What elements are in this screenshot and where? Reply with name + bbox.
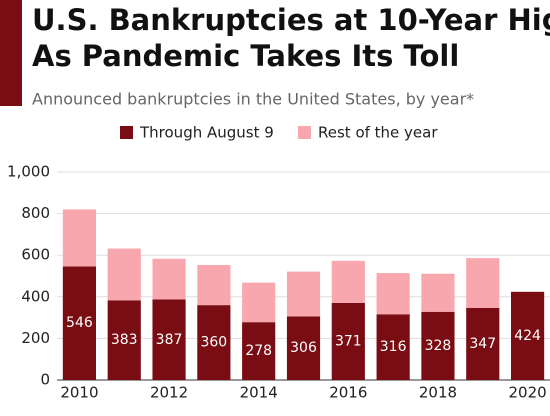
y-tick-label: 0 <box>40 371 50 389</box>
bar-segment <box>62 209 96 267</box>
y-tick-label: 1,000 <box>7 163 50 181</box>
x-tick-label: 2016 <box>329 384 367 402</box>
bar-segment <box>62 266 96 380</box>
bar-segment <box>197 264 231 306</box>
value-label: 360 <box>200 335 227 351</box>
value-label: 424 <box>514 328 541 344</box>
y-tick-label: 800 <box>21 204 50 222</box>
bar-segment <box>376 273 410 315</box>
bar-segment <box>466 258 500 308</box>
bar-segment <box>107 248 141 301</box>
bar-segment <box>197 305 231 380</box>
bar-segment <box>152 258 186 300</box>
value-label: 306 <box>290 340 317 356</box>
x-tick-label: 2010 <box>60 384 98 402</box>
value-label: 347 <box>469 336 496 352</box>
legend-label: Rest of the year <box>318 124 438 142</box>
bar-segment <box>286 271 321 317</box>
bar-segment <box>107 300 141 380</box>
bar-segment <box>331 260 365 303</box>
legend-swatch <box>298 126 311 139</box>
y-tick-label: 400 <box>21 287 50 305</box>
chart-subtitle: Announced bankruptcies in the United Sta… <box>32 90 474 109</box>
bar-segment <box>421 311 455 380</box>
bar-segment <box>242 282 276 323</box>
value-label: 546 <box>66 315 93 331</box>
legend-swatch <box>120 126 133 139</box>
value-label: 383 <box>111 332 138 348</box>
bar-segment <box>421 273 455 312</box>
bar-segment <box>242 322 276 380</box>
bar-segment <box>466 307 500 380</box>
value-label: 316 <box>380 339 407 355</box>
bar-segment <box>286 316 321 380</box>
value-label: 278 <box>245 343 272 359</box>
x-tick-label: 2014 <box>240 384 278 402</box>
bar-segment <box>152 299 186 380</box>
accent-bar <box>0 0 22 106</box>
legend-label: Through August 9 <box>139 124 274 142</box>
value-label: 387 <box>156 332 183 348</box>
chart-title: U.S. Bankruptcies at 10-Year High <box>32 3 550 37</box>
y-tick-label: 200 <box>21 329 50 347</box>
x-tick-label: 2020 <box>508 384 546 402</box>
bar-segment <box>376 314 410 380</box>
y-tick-label: 600 <box>21 246 50 264</box>
x-tick-label: 2018 <box>419 384 457 402</box>
chart-title: As Pandemic Takes Its Toll <box>32 39 459 73</box>
bar-segment <box>511 291 545 380</box>
x-tick-label: 2012 <box>150 384 188 402</box>
value-label: 328 <box>425 338 452 354</box>
bar-segment <box>331 302 365 380</box>
value-label: 371 <box>335 333 362 349</box>
